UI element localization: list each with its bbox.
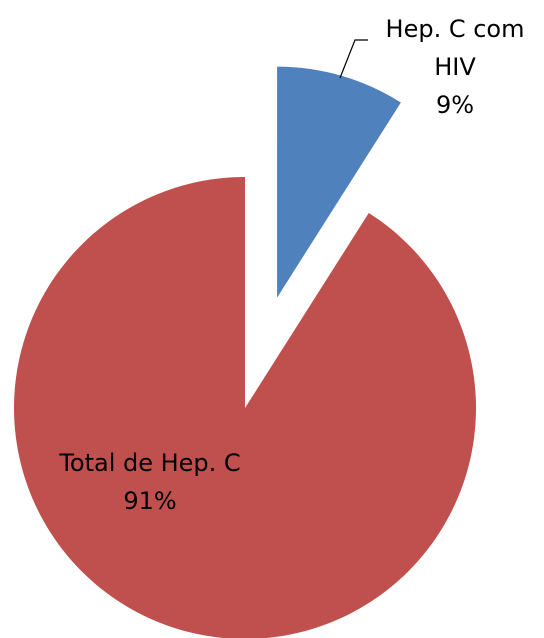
slice-value: 9% <box>435 91 475 119</box>
slice-value: 91% <box>123 487 177 515</box>
pie-slice <box>277 66 401 298</box>
slice-label: Total de Hep. C 91% <box>50 444 250 520</box>
pie-slice <box>14 177 476 638</box>
slice-name: Total de Hep. C <box>59 449 241 477</box>
slice-name: Hep. C com HIV <box>385 15 525 81</box>
leader-line <box>339 39 368 79</box>
slice-label: Hep. C com HIV 9% <box>362 10 544 124</box>
